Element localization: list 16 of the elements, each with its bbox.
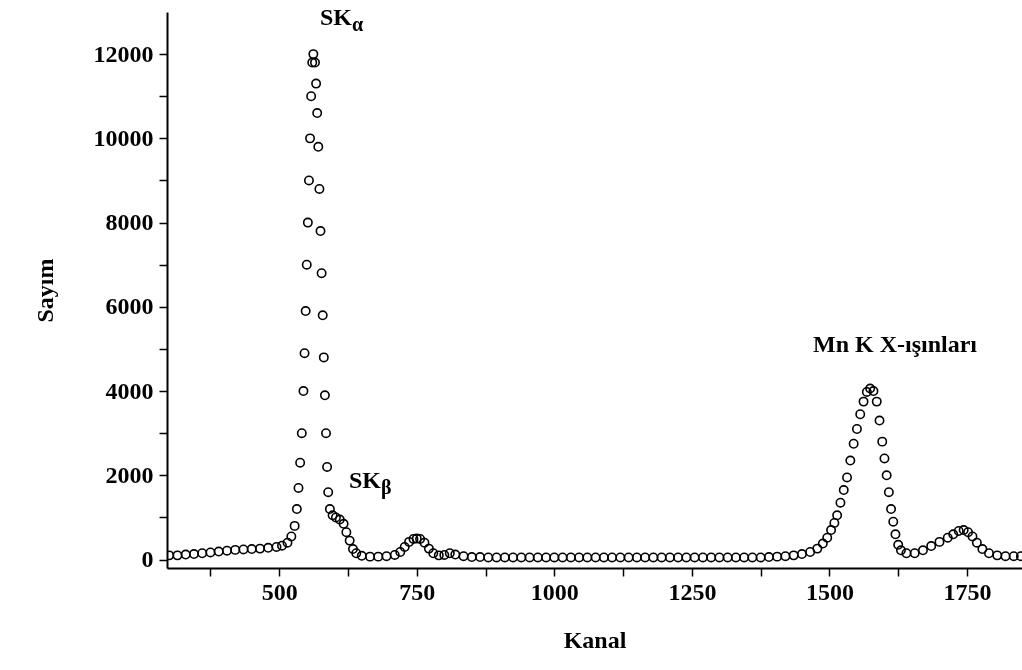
x-tick-label: 750 xyxy=(399,578,436,605)
x-tick-label: 1500 xyxy=(805,578,854,605)
x-tick-label: 500 xyxy=(261,578,298,605)
annotation: Mn K X-ışınları xyxy=(812,331,978,357)
x-tick-label: 1750 xyxy=(943,578,992,605)
y-tick-label: 4000 xyxy=(105,377,154,404)
y-axis-title: Sayım xyxy=(31,258,58,323)
y-tick-label: 10000 xyxy=(93,124,154,151)
y-tick-label: 2000 xyxy=(105,461,154,488)
x-axis-title: Kanal xyxy=(563,626,627,653)
y-tick-label: 8000 xyxy=(105,209,154,236)
x-tick-label: 1250 xyxy=(668,578,717,605)
y-tick-label: 12000 xyxy=(93,40,154,67)
x-tick-label: 1000 xyxy=(530,578,579,605)
y-tick-label: 0 xyxy=(141,546,154,573)
y-tick-label: 6000 xyxy=(105,293,154,320)
